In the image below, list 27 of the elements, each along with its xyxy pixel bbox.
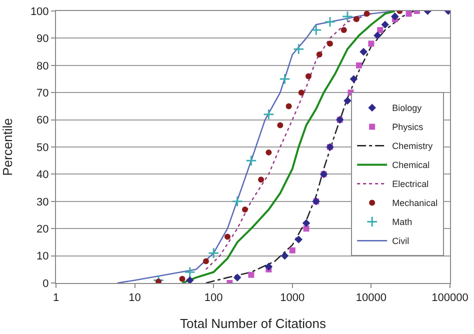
x-tick-label: 1000 [280,292,305,304]
legend-label: Civil [392,236,410,246]
y-tick-label: 90 [36,33,49,46]
legend-label: Electrical [392,179,429,190]
legend-label: Physics [392,122,424,132]
y-axis-title: Percentile [0,118,15,176]
y-tick-label: 100 [30,6,49,18]
x-tick-label: 10 [128,292,141,304]
y-tick-label: 60 [36,114,49,127]
legend-label: Biology [392,103,422,114]
legend-label: Chemistry [392,141,434,152]
y-tick-label: 50 [36,142,49,154]
y-tick-label: 40 [36,169,49,182]
x-tick-label: 10000 [356,292,386,304]
y-tick-label: 80 [36,60,49,72]
legend-label: Mechanical [392,198,438,208]
x-tick-label: 1 [52,292,60,304]
x-tick-label: 100000 [432,292,468,304]
y-tick-label: 30 [36,196,49,208]
x-tick-label: 100 [204,292,223,304]
y-tick-label: 20 [36,223,49,236]
legend-label: Math [392,217,412,228]
legend-label: Chemical [392,160,430,170]
y-tick-label: 70 [36,87,49,100]
y-tick-label: 0 [42,278,49,290]
y-tick-label: 10 [36,250,49,263]
x-axis-title: Total Number of Citations [180,316,326,331]
